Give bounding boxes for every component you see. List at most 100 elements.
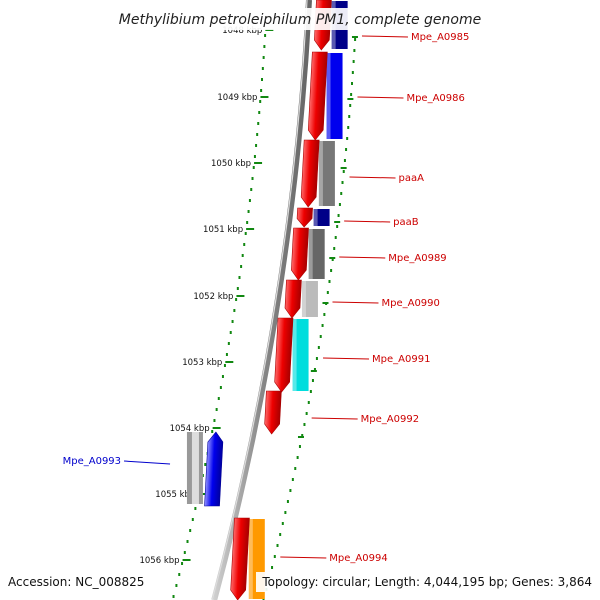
ring-tick [340, 167, 347, 169]
ring-tick [329, 257, 336, 259]
ring-dot-outer [331, 258, 334, 261]
cog-block-shine [308, 229, 313, 279]
gene-labels: Mpe_A0985 Mpe_A0986 paaA paaB Mpe_A0989 Mpe_A… [63, 32, 470, 564]
tick-label: 1054 kbp [170, 424, 210, 434]
ring-dot-outer [296, 456, 299, 459]
tick-label: 1053 kbp [182, 358, 222, 368]
ring-dot-outer [342, 170, 345, 173]
ring-dot-inner [233, 309, 236, 312]
tick-label: 1050 kbp [211, 159, 251, 169]
cog-block-shine [301, 281, 306, 317]
ring-dot-inner [186, 540, 189, 543]
tick-label: 1052 kbp [193, 292, 233, 302]
ring-dot-outer [354, 38, 357, 41]
ring-dot-inner [213, 419, 216, 422]
accession-text: Accession: NC_008825 [8, 575, 144, 589]
tick-label: 1048 kbp [222, 26, 262, 36]
gene-label-leader [323, 357, 370, 360]
ring-dot-outer [328, 280, 331, 283]
ring-dot-outer [353, 49, 356, 52]
ring-dot-outer [317, 346, 320, 349]
gene-arrow [284, 279, 302, 319]
ring-dot-inner [243, 243, 246, 246]
ring-dot-outer [323, 313, 326, 316]
ring-tick [334, 221, 341, 223]
ring-dot-inner [211, 430, 214, 433]
cog-block [318, 141, 335, 206]
ring-dot-inner [236, 287, 239, 290]
gene-label-leader [124, 460, 171, 465]
cog-block-shine [292, 319, 297, 391]
ring-dot-inner [261, 78, 264, 81]
ring-dot-inner [172, 595, 175, 598]
ring-dot-outer [301, 434, 304, 437]
ring-dot-inner [225, 353, 228, 356]
ring-dot-outer [336, 225, 339, 228]
gene-arrow [264, 390, 282, 435]
backbone-line [211, 0, 312, 600]
ring-dot-outer [289, 489, 292, 492]
ring-dot-outer [343, 159, 346, 162]
ring-dot-inner [258, 111, 261, 114]
ring-dot-outer [350, 93, 353, 96]
ring-dot-outer [309, 390, 312, 393]
gene-label-leader [311, 417, 358, 420]
ring-dot-inner [217, 397, 220, 400]
gene-label: Mpe_A0985 [411, 32, 469, 43]
gene-label: Mpe_A0991 [372, 354, 430, 365]
gene-label: paaA [399, 173, 425, 184]
ring-dot-outer [337, 214, 340, 217]
ring-dot-inner [204, 463, 207, 466]
ring-dot-outer [333, 247, 336, 250]
gene-label-leader [349, 176, 396, 179]
backbone [211, 0, 312, 600]
ring-dot-outer [345, 148, 348, 151]
cog-block [301, 281, 318, 317]
cog-block [326, 53, 343, 139]
cog-blocks [186, 1, 348, 599]
ring-dot-outer [305, 412, 308, 415]
cog-block [292, 319, 309, 391]
ring-dot-outer [313, 368, 316, 371]
ring-dot-inner [253, 155, 256, 158]
ring-dot-outer [286, 500, 289, 503]
ring-dot-outer [315, 357, 318, 360]
ring-dot-inner [257, 122, 260, 125]
page-title: Methylibium petroleiphilum PM1, complete… [119, 12, 481, 28]
gene-label-leader [344, 220, 391, 223]
tick-label: 1056 kbp [139, 556, 179, 566]
ring-tick [322, 302, 329, 304]
ring-dot-outer [321, 324, 324, 327]
ring-dot-outer [294, 467, 297, 470]
ring-dot-outer [273, 555, 276, 558]
gene-arrow [204, 431, 224, 507]
ring-dot-outer [298, 445, 301, 448]
gene-arrow [274, 317, 294, 393]
ring-dot-inner [264, 34, 267, 37]
footer-right-background [256, 572, 596, 592]
ring-dot-inner [244, 232, 247, 235]
cog-block [313, 209, 330, 226]
ring-dot-outer [284, 511, 287, 514]
gene-label: Mpe_A0986 [406, 93, 464, 104]
gene-label: Mpe_A0992 [361, 414, 419, 425]
gene-label: Mpe_A0994 [329, 553, 387, 564]
ring-dot-outer [319, 335, 322, 338]
cog-block-shine [248, 519, 253, 599]
gene-arrow [300, 139, 320, 208]
ring-dot-inner [256, 133, 259, 136]
tick-label: 1049 kbp [217, 93, 257, 103]
ring-dot-outer [351, 82, 354, 85]
ring-dot-inner [183, 551, 186, 554]
tick-label: 1055 kbp [155, 490, 195, 500]
cog-block-shine [191, 432, 199, 504]
ring-dot-inner [262, 56, 265, 59]
ring-dot-inner [219, 386, 222, 389]
ring-dot-inner [240, 265, 243, 268]
gene-label: Mpe_A0993 [63, 456, 121, 467]
ring-dot-inner [259, 100, 262, 103]
footer-left-background [4, 572, 154, 592]
ring-tick [351, 36, 358, 38]
topology-text: Topology: circular; Length: 4,044,195 bp… [261, 575, 592, 589]
